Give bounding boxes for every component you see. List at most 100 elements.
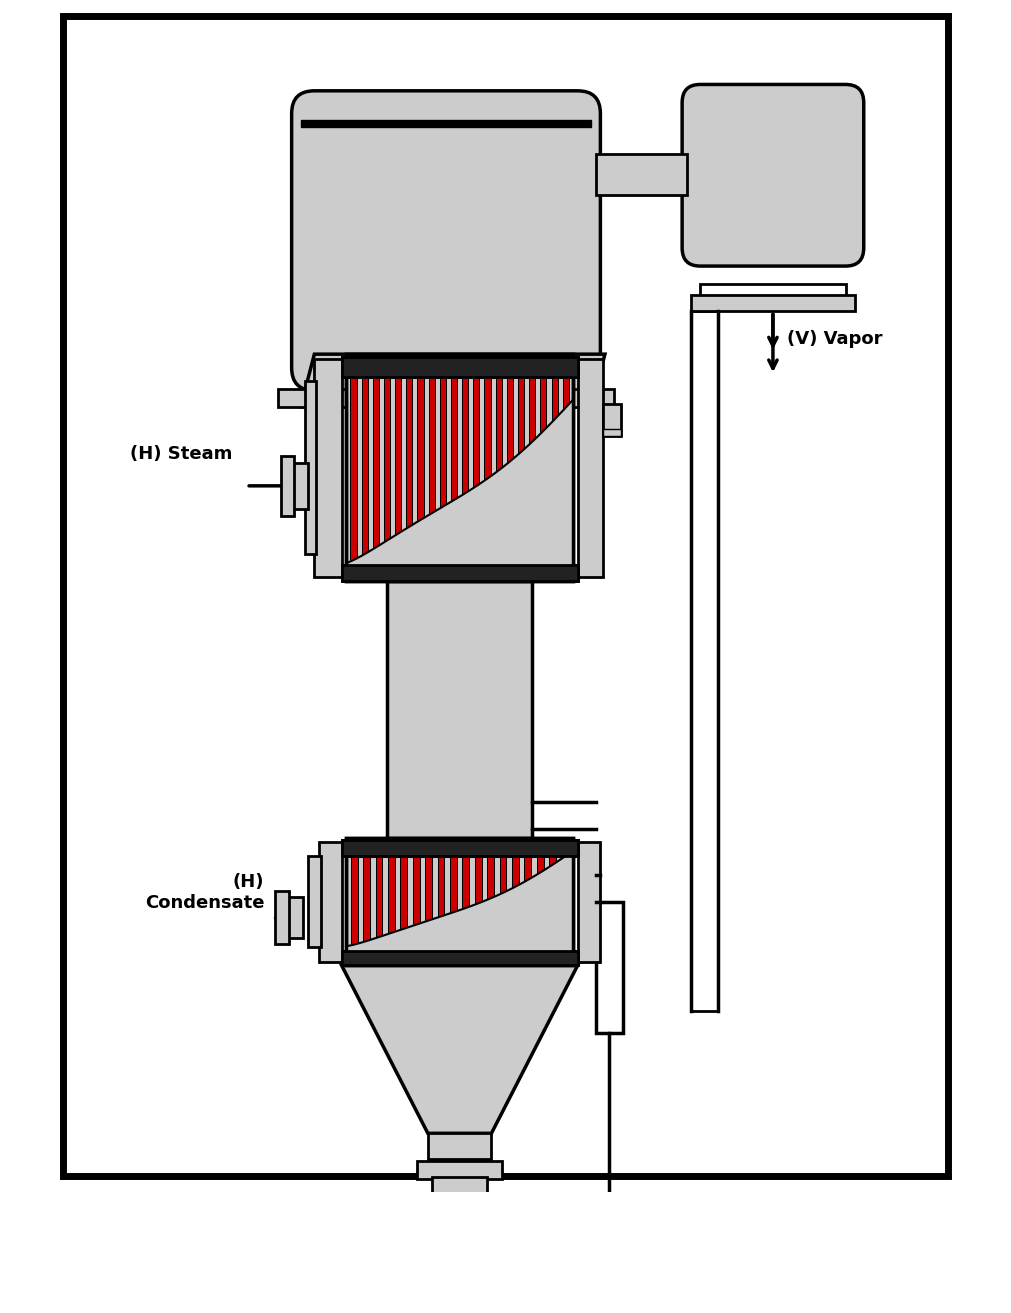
Bar [342, 565, 577, 582]
Bar [499, 856, 507, 951]
Bar [342, 840, 577, 856]
Bar [300, 119, 591, 127]
Bar [484, 377, 490, 565]
Text: (H) Steam: (H) Steam [130, 445, 233, 463]
Bar [462, 377, 468, 565]
Bar [388, 856, 394, 951]
Bar [346, 838, 573, 965]
FancyBboxPatch shape [291, 91, 601, 390]
Bar [291, 463, 308, 508]
Bar [484, 377, 490, 565]
Bar [499, 856, 507, 951]
Bar [314, 358, 342, 576]
Bar [400, 856, 407, 951]
Bar [281, 456, 294, 516]
Bar [406, 377, 412, 565]
Bar [450, 856, 457, 951]
Bar [438, 856, 445, 951]
Bar [513, 856, 519, 951]
Bar [562, 856, 568, 951]
Bar [462, 856, 469, 951]
Bar [604, 404, 622, 436]
Bar [433, 1176, 487, 1195]
Bar [375, 856, 382, 951]
Bar [342, 951, 577, 965]
Bar [518, 377, 524, 565]
Bar [440, 377, 446, 565]
Bar [418, 377, 424, 565]
Bar [487, 856, 494, 951]
Bar [552, 377, 558, 565]
Bar [513, 856, 519, 951]
Bar [518, 377, 524, 565]
Bar [577, 842, 601, 961]
Bar [346, 355, 573, 582]
Bar [342, 357, 577, 377]
Bar [563, 377, 569, 565]
Bar [540, 377, 547, 565]
Bar [604, 428, 622, 436]
Polygon shape [300, 355, 605, 407]
Bar [495, 377, 501, 565]
Bar [351, 856, 358, 951]
Bar [426, 856, 432, 951]
Bar [400, 856, 407, 951]
Bar [473, 377, 479, 565]
Bar [529, 377, 535, 565]
Bar [595, 902, 623, 1033]
Bar [373, 377, 379, 565]
Bar [384, 377, 390, 565]
Bar [287, 897, 303, 937]
Text: (V) Vapor: (V) Vapor [787, 330, 882, 348]
Bar [363, 856, 370, 951]
Bar [417, 1161, 502, 1179]
Bar [375, 856, 382, 951]
Bar [388, 856, 394, 951]
Bar [577, 358, 604, 576]
Bar [552, 377, 558, 565]
Bar [362, 377, 368, 565]
Bar [692, 311, 719, 1011]
Text: (H)
Condensate: (H) Condensate [145, 873, 265, 913]
Bar [275, 890, 289, 944]
Bar [563, 377, 569, 565]
Bar [507, 377, 513, 565]
Bar [395, 377, 401, 565]
Bar [384, 377, 390, 565]
Bar [387, 582, 532, 838]
Bar [451, 377, 457, 565]
Bar [529, 377, 535, 565]
Bar [429, 377, 435, 565]
Bar [426, 856, 432, 951]
Bar [412, 856, 420, 951]
Polygon shape [346, 399, 573, 582]
Bar [395, 377, 401, 565]
Bar [537, 856, 544, 951]
Bar [438, 856, 445, 951]
Bar [562, 856, 568, 951]
Bar [549, 856, 556, 951]
Bar [318, 842, 342, 961]
Bar [475, 856, 481, 951]
Bar [346, 355, 573, 582]
Bar [495, 377, 501, 565]
Bar [462, 377, 468, 565]
Bar [451, 377, 457, 565]
Bar [342, 357, 577, 377]
Bar [418, 377, 424, 565]
Bar [540, 377, 547, 565]
Bar [412, 856, 420, 951]
Bar [342, 951, 577, 965]
Bar [305, 381, 316, 554]
Bar [462, 856, 469, 951]
Bar [549, 856, 556, 951]
Bar [406, 377, 412, 565]
Bar [342, 565, 577, 582]
Polygon shape [346, 851, 573, 965]
Bar [362, 377, 368, 565]
Bar [342, 840, 577, 856]
Bar [429, 377, 435, 565]
Bar [692, 295, 854, 311]
Bar [351, 377, 357, 565]
Bar [525, 856, 532, 951]
